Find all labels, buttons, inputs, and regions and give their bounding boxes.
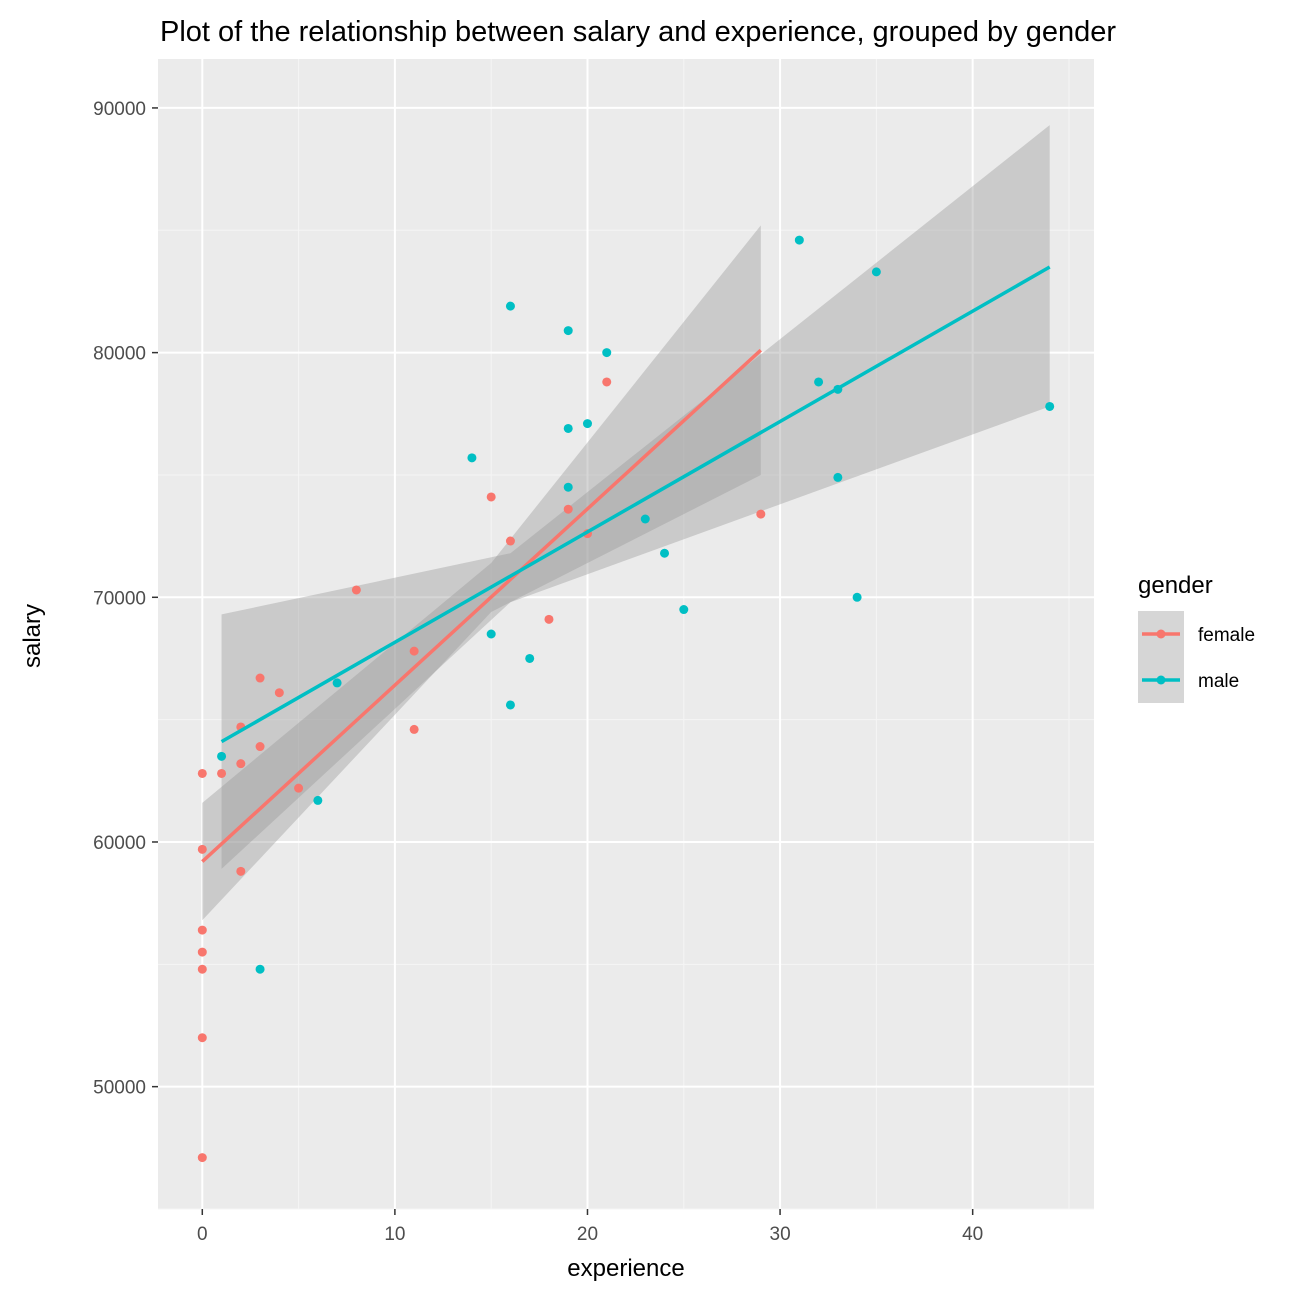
male-point	[525, 653, 535, 663]
legend-label-male: male	[1198, 671, 1239, 692]
male-point	[313, 795, 323, 805]
female-point	[409, 646, 419, 656]
female-point	[274, 688, 284, 698]
female-point	[602, 377, 612, 387]
female-point	[409, 724, 419, 734]
legend-key-point	[1156, 675, 1166, 685]
y-axis-title: salary	[19, 604, 46, 668]
male-point	[505, 301, 515, 311]
male-point	[640, 514, 650, 524]
male-point	[871, 267, 881, 277]
x-tick-label: 0	[197, 1224, 208, 1245]
male-point	[833, 472, 843, 482]
plot-panel	[158, 59, 1094, 1209]
male-point	[679, 605, 689, 615]
major-gridlines	[158, 59, 1094, 1209]
male-confidence-band	[221, 125, 1050, 869]
male-point	[582, 419, 592, 429]
male-point	[217, 751, 227, 761]
male-point	[255, 964, 265, 974]
male-point	[505, 700, 515, 710]
female-point	[544, 614, 554, 624]
y-tick-label: 90000	[93, 99, 146, 120]
female-point	[236, 759, 246, 769]
data-points	[197, 235, 1055, 1163]
female-point	[197, 947, 207, 957]
male-fit-line	[220, 265, 1051, 744]
legend-label-female: female	[1198, 625, 1255, 646]
female-point	[351, 585, 361, 595]
male-point	[563, 482, 573, 492]
female-point	[197, 768, 207, 778]
female-fit-line	[201, 348, 762, 863]
legend-key-point	[1156, 629, 1166, 639]
male-point	[486, 629, 496, 639]
female-point	[255, 742, 265, 752]
y-tick-label: 80000	[93, 344, 146, 365]
chart-title: Plot of the relationship between salary …	[160, 16, 1116, 48]
male-point	[467, 453, 477, 463]
male-point	[1045, 401, 1055, 411]
female-point	[486, 492, 496, 502]
x-tick-label: 20	[577, 1224, 598, 1245]
x-tick-label: 30	[770, 1224, 791, 1245]
confidence-bands	[202, 125, 1050, 921]
male-point	[602, 348, 612, 358]
legend-title: gender	[1138, 572, 1213, 599]
female-point	[756, 509, 766, 519]
male-point	[332, 678, 342, 688]
male-point	[660, 548, 670, 558]
male-point	[794, 235, 804, 245]
legend: gender female male	[1138, 572, 1255, 703]
male-point	[814, 377, 824, 387]
female-point	[236, 866, 246, 876]
female-point	[563, 504, 573, 514]
female-point	[197, 844, 207, 854]
female-point	[505, 536, 515, 546]
male-point	[563, 423, 573, 433]
y-tick-label: 60000	[93, 833, 146, 854]
y-tick-label: 70000	[93, 588, 146, 609]
axis-ticks: 0 10 20 30 40 50000 60000 70000 80000 90000	[93, 99, 983, 1245]
female-point	[197, 1033, 207, 1043]
male-point	[563, 326, 573, 336]
x-axis-title: experience	[567, 1255, 684, 1282]
x-tick-label: 40	[962, 1224, 983, 1245]
female-point	[197, 1153, 207, 1163]
female-point	[197, 964, 207, 974]
male-point	[852, 592, 862, 602]
y-tick-label: 50000	[93, 1078, 146, 1099]
female-point	[294, 783, 304, 793]
female-point	[255, 673, 265, 683]
female-point	[217, 768, 227, 778]
female-confidence-band	[202, 225, 761, 921]
x-tick-label: 10	[384, 1224, 405, 1245]
fit-lines	[201, 265, 1051, 863]
female-point	[197, 925, 207, 935]
